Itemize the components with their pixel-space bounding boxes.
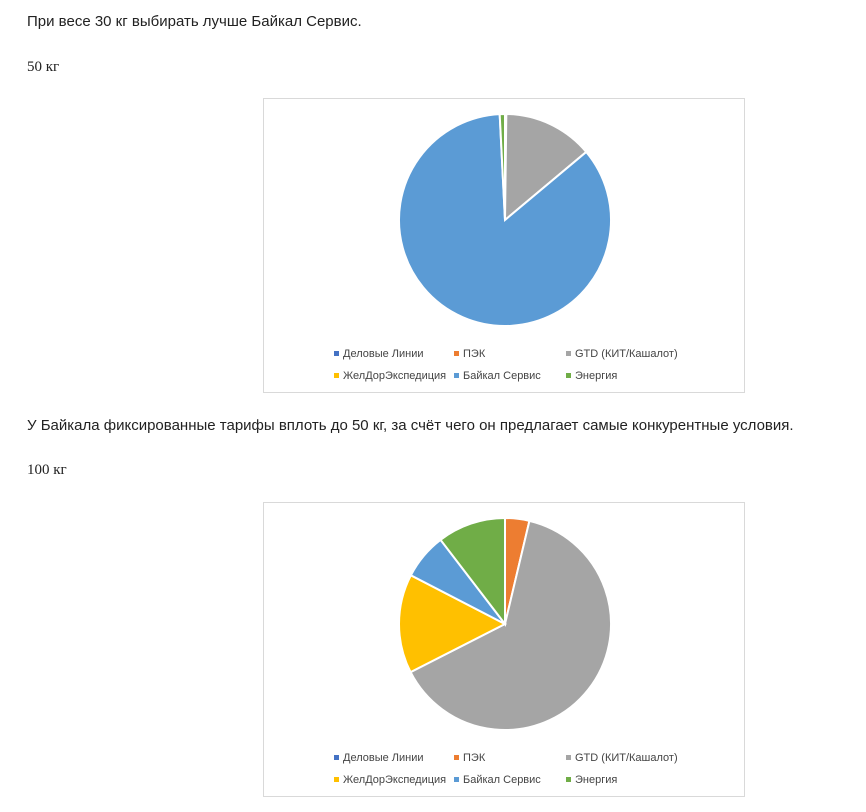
pie-chart-100kg: Деловые Линии ПЭК GTD (КИТ/Кашалот) ЖелДорЭ… bbox=[263, 502, 745, 797]
legend-item-0-5: Энергия bbox=[566, 369, 617, 383]
legend-item-1-0: Деловые Линии bbox=[334, 751, 424, 765]
heading-50kg: 50 кг bbox=[27, 59, 60, 75]
legend-label: Байкал Сервис bbox=[463, 774, 541, 786]
legend-swatch bbox=[454, 754, 459, 760]
legend-label: ПЭК bbox=[463, 348, 486, 360]
legend-swatch bbox=[566, 776, 571, 782]
legend-item-0-3: ЖелДорЭкспедиция bbox=[334, 369, 446, 383]
legend-item-1-3: ЖелДорЭкспедиция bbox=[334, 773, 446, 787]
legend-label: Деловые Линии bbox=[343, 348, 424, 360]
legend-label: ЖелДорЭкспедиция bbox=[343, 774, 447, 786]
legend-item-1-4: Байкал Сервис bbox=[454, 773, 541, 787]
pie-chart-50kg: Деловые Линии ПЭК GTD (КИТ/Кашалот) ЖелДорЭ… bbox=[263, 98, 745, 393]
legend-swatch bbox=[454, 776, 459, 782]
pie-slice-0-5 bbox=[498, 112, 506, 221]
pie-slice-1-5 bbox=[439, 516, 506, 627]
pie-chart-50kg-svg bbox=[398, 112, 612, 327]
legend-swatch bbox=[454, 372, 459, 378]
legend-label: Энергия bbox=[575, 370, 618, 382]
legend-swatch bbox=[566, 754, 571, 760]
paragraph-baikal-tariffs: У Байкала фиксированные тарифы вплоть до… bbox=[27, 417, 794, 434]
paragraph-30kg: При весе 30 кг выбирать лучше Байкал Сер… bbox=[27, 13, 362, 30]
legend-swatch bbox=[566, 350, 571, 356]
legend-label: Байкал Сервис bbox=[463, 370, 541, 382]
legend-label: GTD (КИТ/Кашалот) bbox=[575, 752, 678, 764]
pie-slice-1-2 bbox=[409, 519, 612, 731]
pie-slice-0-2 bbox=[503, 112, 588, 223]
legend-swatch bbox=[334, 350, 339, 356]
legend-label: ПЭК bbox=[463, 752, 486, 764]
legend-swatch bbox=[566, 372, 571, 378]
legend-swatch bbox=[334, 372, 339, 378]
legend-item-1-1: ПЭК bbox=[454, 751, 485, 765]
legend-label: ЖелДорЭкспедиция bbox=[343, 370, 447, 382]
legend-label: Деловые Линии bbox=[343, 752, 424, 764]
legend-swatch bbox=[454, 350, 459, 356]
legend-item-0-1: ПЭК bbox=[454, 347, 485, 361]
legend-swatch bbox=[334, 776, 339, 782]
heading-100kg: 100 кг bbox=[27, 462, 67, 478]
pie-slice-1-3 bbox=[398, 573, 508, 674]
pie-slice-0-4 bbox=[398, 113, 612, 327]
legend-item-1-2: GTD (КИТ/Кашалот) bbox=[566, 751, 678, 765]
legend-swatch bbox=[334, 754, 339, 760]
legend-label: GTD (КИТ/Кашалот) bbox=[575, 348, 678, 360]
legend-item-0-0: Деловые Линии bbox=[334, 347, 424, 361]
legend-item-0-2: GTD (КИТ/Кашалот) bbox=[566, 347, 678, 361]
legend-label: Энергия bbox=[575, 774, 618, 786]
legend-item-1-5: Энергия bbox=[566, 773, 617, 787]
pie-chart-100kg-svg bbox=[398, 516, 612, 731]
legend-item-0-4: Байкал Сервис bbox=[454, 369, 541, 383]
